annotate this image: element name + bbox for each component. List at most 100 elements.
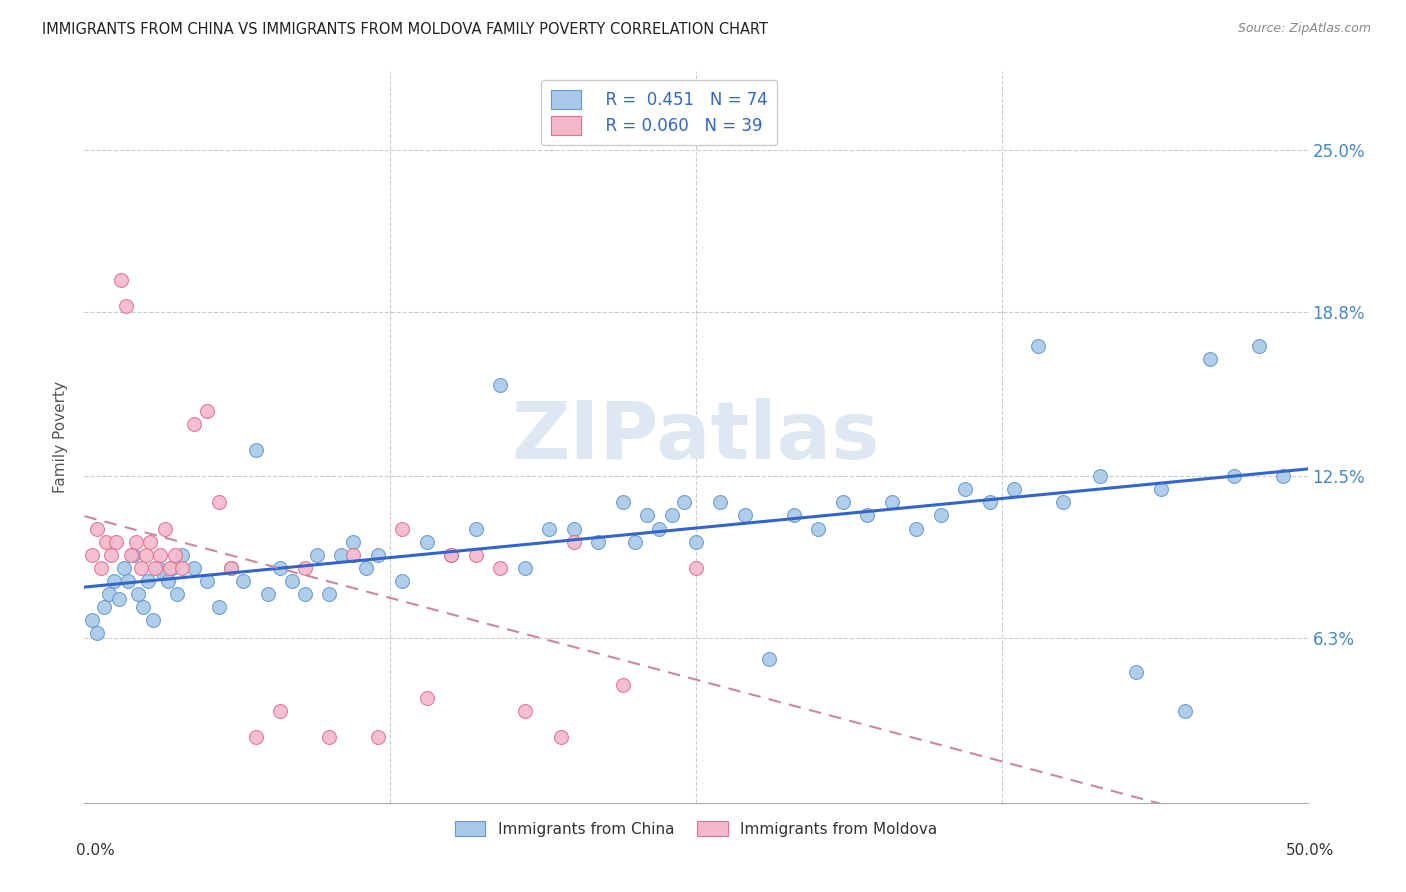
Point [97,587,120,601]
Point [143,560,166,574]
Point [103,574,125,588]
Point [391,574,413,588]
Point [153,521,176,535]
Point [269,705,291,719]
Point [115,300,138,314]
Point [305,548,328,562]
Point [142,613,165,627]
Point [342,534,364,549]
Point [538,521,561,535]
Point [110,273,132,287]
Point [80,613,103,627]
Point [125,534,148,549]
Point [1247,339,1270,353]
Point [146,560,169,574]
Point [166,587,188,601]
Text: ZIPatlas: ZIPatlas [512,398,880,476]
Point [807,521,830,535]
Point [294,560,316,574]
Point [156,574,179,588]
Point [758,652,780,666]
Point [330,548,353,562]
Point [734,508,756,523]
Point [162,560,184,574]
Point [367,548,389,562]
Point [586,534,609,549]
Point [489,377,512,392]
Point [416,691,439,706]
Point [120,548,142,562]
Point [856,508,879,523]
Point [1272,469,1295,483]
Legend: Immigrants from China, Immigrants from Moldova: Immigrants from China, Immigrants from M… [449,814,943,843]
Point [929,508,952,523]
Point [183,417,205,431]
Point [135,548,157,562]
Point [1174,705,1197,719]
Y-axis label: Family Poverty: Family Poverty [53,381,69,493]
Point [636,508,658,523]
Point [354,560,377,574]
Point [208,495,231,509]
Point [831,495,853,509]
Point [624,534,647,549]
Point [183,560,205,574]
Point [93,599,115,614]
Text: 0.0%: 0.0% [76,843,115,858]
Point [281,574,304,588]
Point [416,534,439,549]
Point [127,587,149,601]
Point [139,534,162,549]
Point [783,508,806,523]
Point [100,548,122,562]
Point [489,560,512,574]
Point [648,521,671,535]
Point [172,560,194,574]
Point [880,495,903,509]
Point [318,731,340,745]
Point [440,548,463,562]
Point [163,548,186,562]
Point [129,560,152,574]
Point [672,495,695,509]
Point [612,495,634,509]
Text: Source: ZipAtlas.com: Source: ZipAtlas.com [1237,22,1371,36]
Point [905,521,928,535]
Text: 50.0%: 50.0% [1286,843,1334,858]
Point [1052,495,1074,509]
Point [132,599,155,614]
Point [105,534,128,549]
Point [612,678,634,692]
Point [152,566,174,580]
Point [550,731,572,745]
Point [562,521,585,535]
Point [90,560,112,574]
Point [208,599,231,614]
Point [1223,469,1246,483]
Point [562,534,585,549]
Point [464,521,486,535]
Point [953,483,976,497]
Point [195,574,218,588]
Point [661,508,683,523]
Point [112,560,135,574]
Point [245,443,267,458]
Point [1088,469,1111,483]
Point [219,560,242,574]
Point [107,592,129,607]
Point [685,534,707,549]
Point [245,731,267,745]
Point [440,548,463,562]
Point [367,731,389,745]
Point [318,587,340,601]
Point [513,560,536,574]
Point [294,587,316,601]
Point [172,548,194,562]
Point [685,560,707,574]
Point [232,574,254,588]
Point [149,548,172,562]
Point [1028,339,1050,353]
Point [80,548,103,562]
Point [159,560,181,574]
Point [1198,351,1220,366]
